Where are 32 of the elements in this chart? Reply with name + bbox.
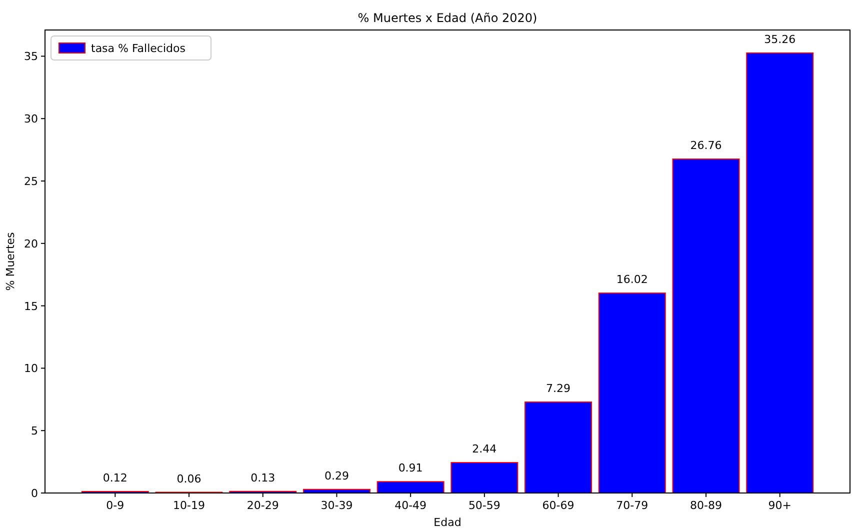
y-tick-label: 25 [24,175,38,188]
y-tick-label: 20 [24,237,38,250]
y-axis-title: % Muertes [4,232,17,291]
x-tick-label: 40-49 [394,499,427,512]
legend-label: tasa % Fallecidos [91,42,186,55]
y-tick-label: 10 [24,362,38,376]
x-tick-label: 10-19 [173,499,205,512]
data-label: 0.12 [102,472,128,484]
y-tick-label: 35 [24,50,38,64]
data-label: 0.13 [250,471,276,484]
data-label: 0.91 [398,462,423,475]
y-tick-label: 30 [24,112,38,126]
data-label: 26.76 [690,139,722,152]
x-tick-label: 50-59 [468,499,500,512]
x-tick-label: 30-39 [320,499,353,512]
x-tick-label: 60-69 [542,499,574,512]
data-label: 0.06 [176,472,202,486]
x-tick-label: 80-89 [690,499,722,512]
data-label: 16.02 [616,273,648,286]
chart-title: % Muertes x Edad (Año 2020) [358,11,538,25]
y-tick-label: 15 [24,300,38,313]
data-label: 2.44 [472,442,497,456]
x-axis-title: Edad [434,516,462,529]
data-label: 35.26 [764,32,796,46]
data-label: 7.29 [546,382,571,396]
x-tick-label: 70-79 [616,499,648,512]
y-tick-label: 5 [31,424,38,438]
y-tick-label: 0 [31,487,38,500]
data-label: 0.29 [324,469,349,482]
x-tick-label: 90+ [768,499,792,512]
x-tick-label: 20-29 [246,499,279,512]
x-tick-label: 0-9 [106,499,124,512]
